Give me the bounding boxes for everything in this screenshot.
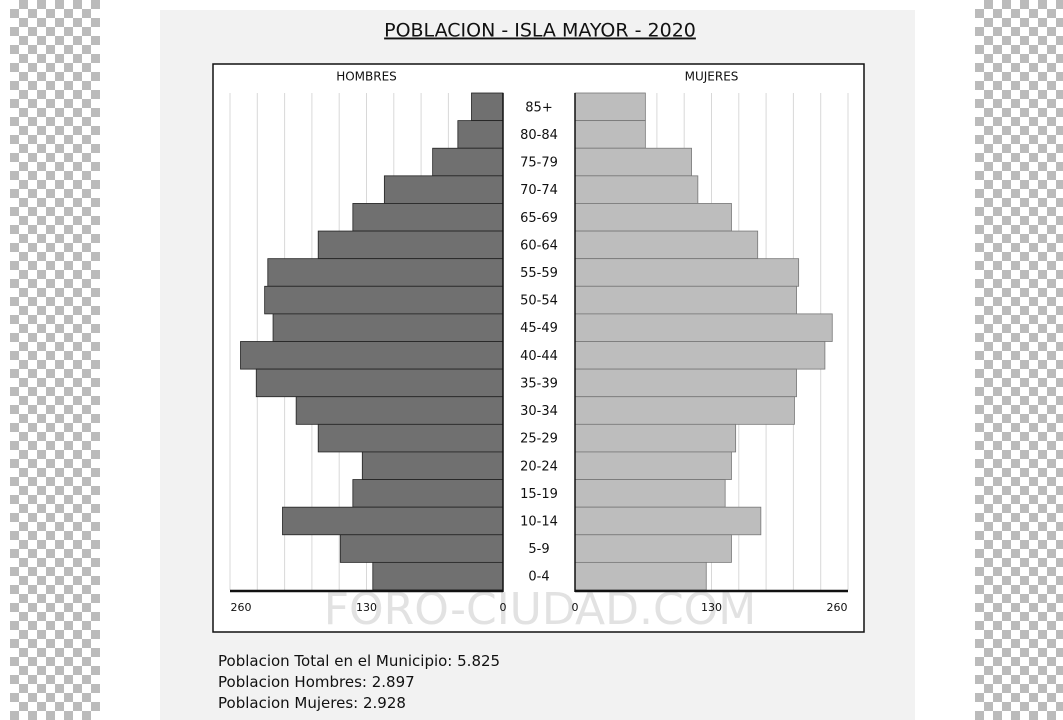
bar <box>574 258 800 287</box>
footer-line: Poblacion Hombres: 2.897 <box>218 673 415 691</box>
bar <box>574 120 646 149</box>
bar <box>574 561 707 591</box>
watermark: FORO-CIUDAD.COM <box>324 584 757 635</box>
bar <box>574 451 732 480</box>
bar <box>361 451 504 480</box>
bar <box>339 534 504 563</box>
category-label: 70-74 <box>520 183 558 198</box>
legend-label: HOMBRES <box>336 70 397 84</box>
category-label: 60-64 <box>520 238 558 253</box>
x-tick-label: 130 <box>356 601 377 614</box>
bar <box>372 561 504 591</box>
bar <box>574 506 762 536</box>
chart-title: POBLACION - ISLA MAYOR - 2020 <box>384 20 696 42</box>
category-label: 10-14 <box>520 514 558 529</box>
bar <box>317 230 504 260</box>
category-label: 20-24 <box>520 459 558 474</box>
bar <box>574 92 646 122</box>
x-tick-label: 130 <box>701 601 722 614</box>
bar <box>574 313 833 342</box>
bar <box>352 203 504 232</box>
x-tick-label: 260 <box>827 601 848 614</box>
footer-line: Poblacion Total en el Municipio: 5.825 <box>218 652 501 670</box>
bar <box>282 506 504 536</box>
x-tick-label: 0 <box>500 601 507 614</box>
bar <box>574 147 692 177</box>
bar <box>574 368 797 398</box>
category-label: 0-4 <box>528 570 549 585</box>
category-label: 80-84 <box>520 128 558 143</box>
category-label: 35-39 <box>520 376 558 391</box>
bar <box>471 92 504 122</box>
category-label: 15-19 <box>520 487 558 502</box>
footer-line: Poblacion Mujeres: 2.928 <box>218 694 406 712</box>
bar <box>264 285 504 315</box>
x-tick-label: 260 <box>231 601 252 614</box>
bar <box>574 479 726 508</box>
category-label: 25-29 <box>520 432 558 447</box>
bar <box>457 120 504 149</box>
bar <box>267 258 504 287</box>
bar <box>352 479 504 508</box>
category-label: 65-69 <box>520 211 558 226</box>
bar <box>574 534 732 563</box>
category-label: 30-34 <box>520 404 558 419</box>
bar <box>272 313 504 342</box>
category-label: 45-49 <box>520 321 558 336</box>
category-label: 40-44 <box>520 349 558 364</box>
bar <box>574 423 737 453</box>
bar <box>295 396 504 425</box>
bar <box>574 175 699 204</box>
bar <box>317 423 504 453</box>
category-label: 55-59 <box>520 266 558 281</box>
category-label: 75-79 <box>520 156 558 171</box>
bar <box>574 396 795 425</box>
bar <box>383 175 504 204</box>
bar <box>432 147 504 177</box>
bar <box>574 203 732 232</box>
x-tick-label: 0 <box>572 601 579 614</box>
category-label: 50-54 <box>520 294 558 309</box>
category-label: 85+ <box>525 100 552 115</box>
legend-label: MUJERES <box>685 70 739 84</box>
bar <box>574 341 826 370</box>
checker-right <box>975 0 1063 720</box>
bar <box>574 285 797 315</box>
bar <box>255 368 504 398</box>
checker-left <box>10 0 100 720</box>
bar <box>574 230 759 260</box>
category-label: 5-9 <box>528 542 549 557</box>
bar <box>240 341 504 370</box>
